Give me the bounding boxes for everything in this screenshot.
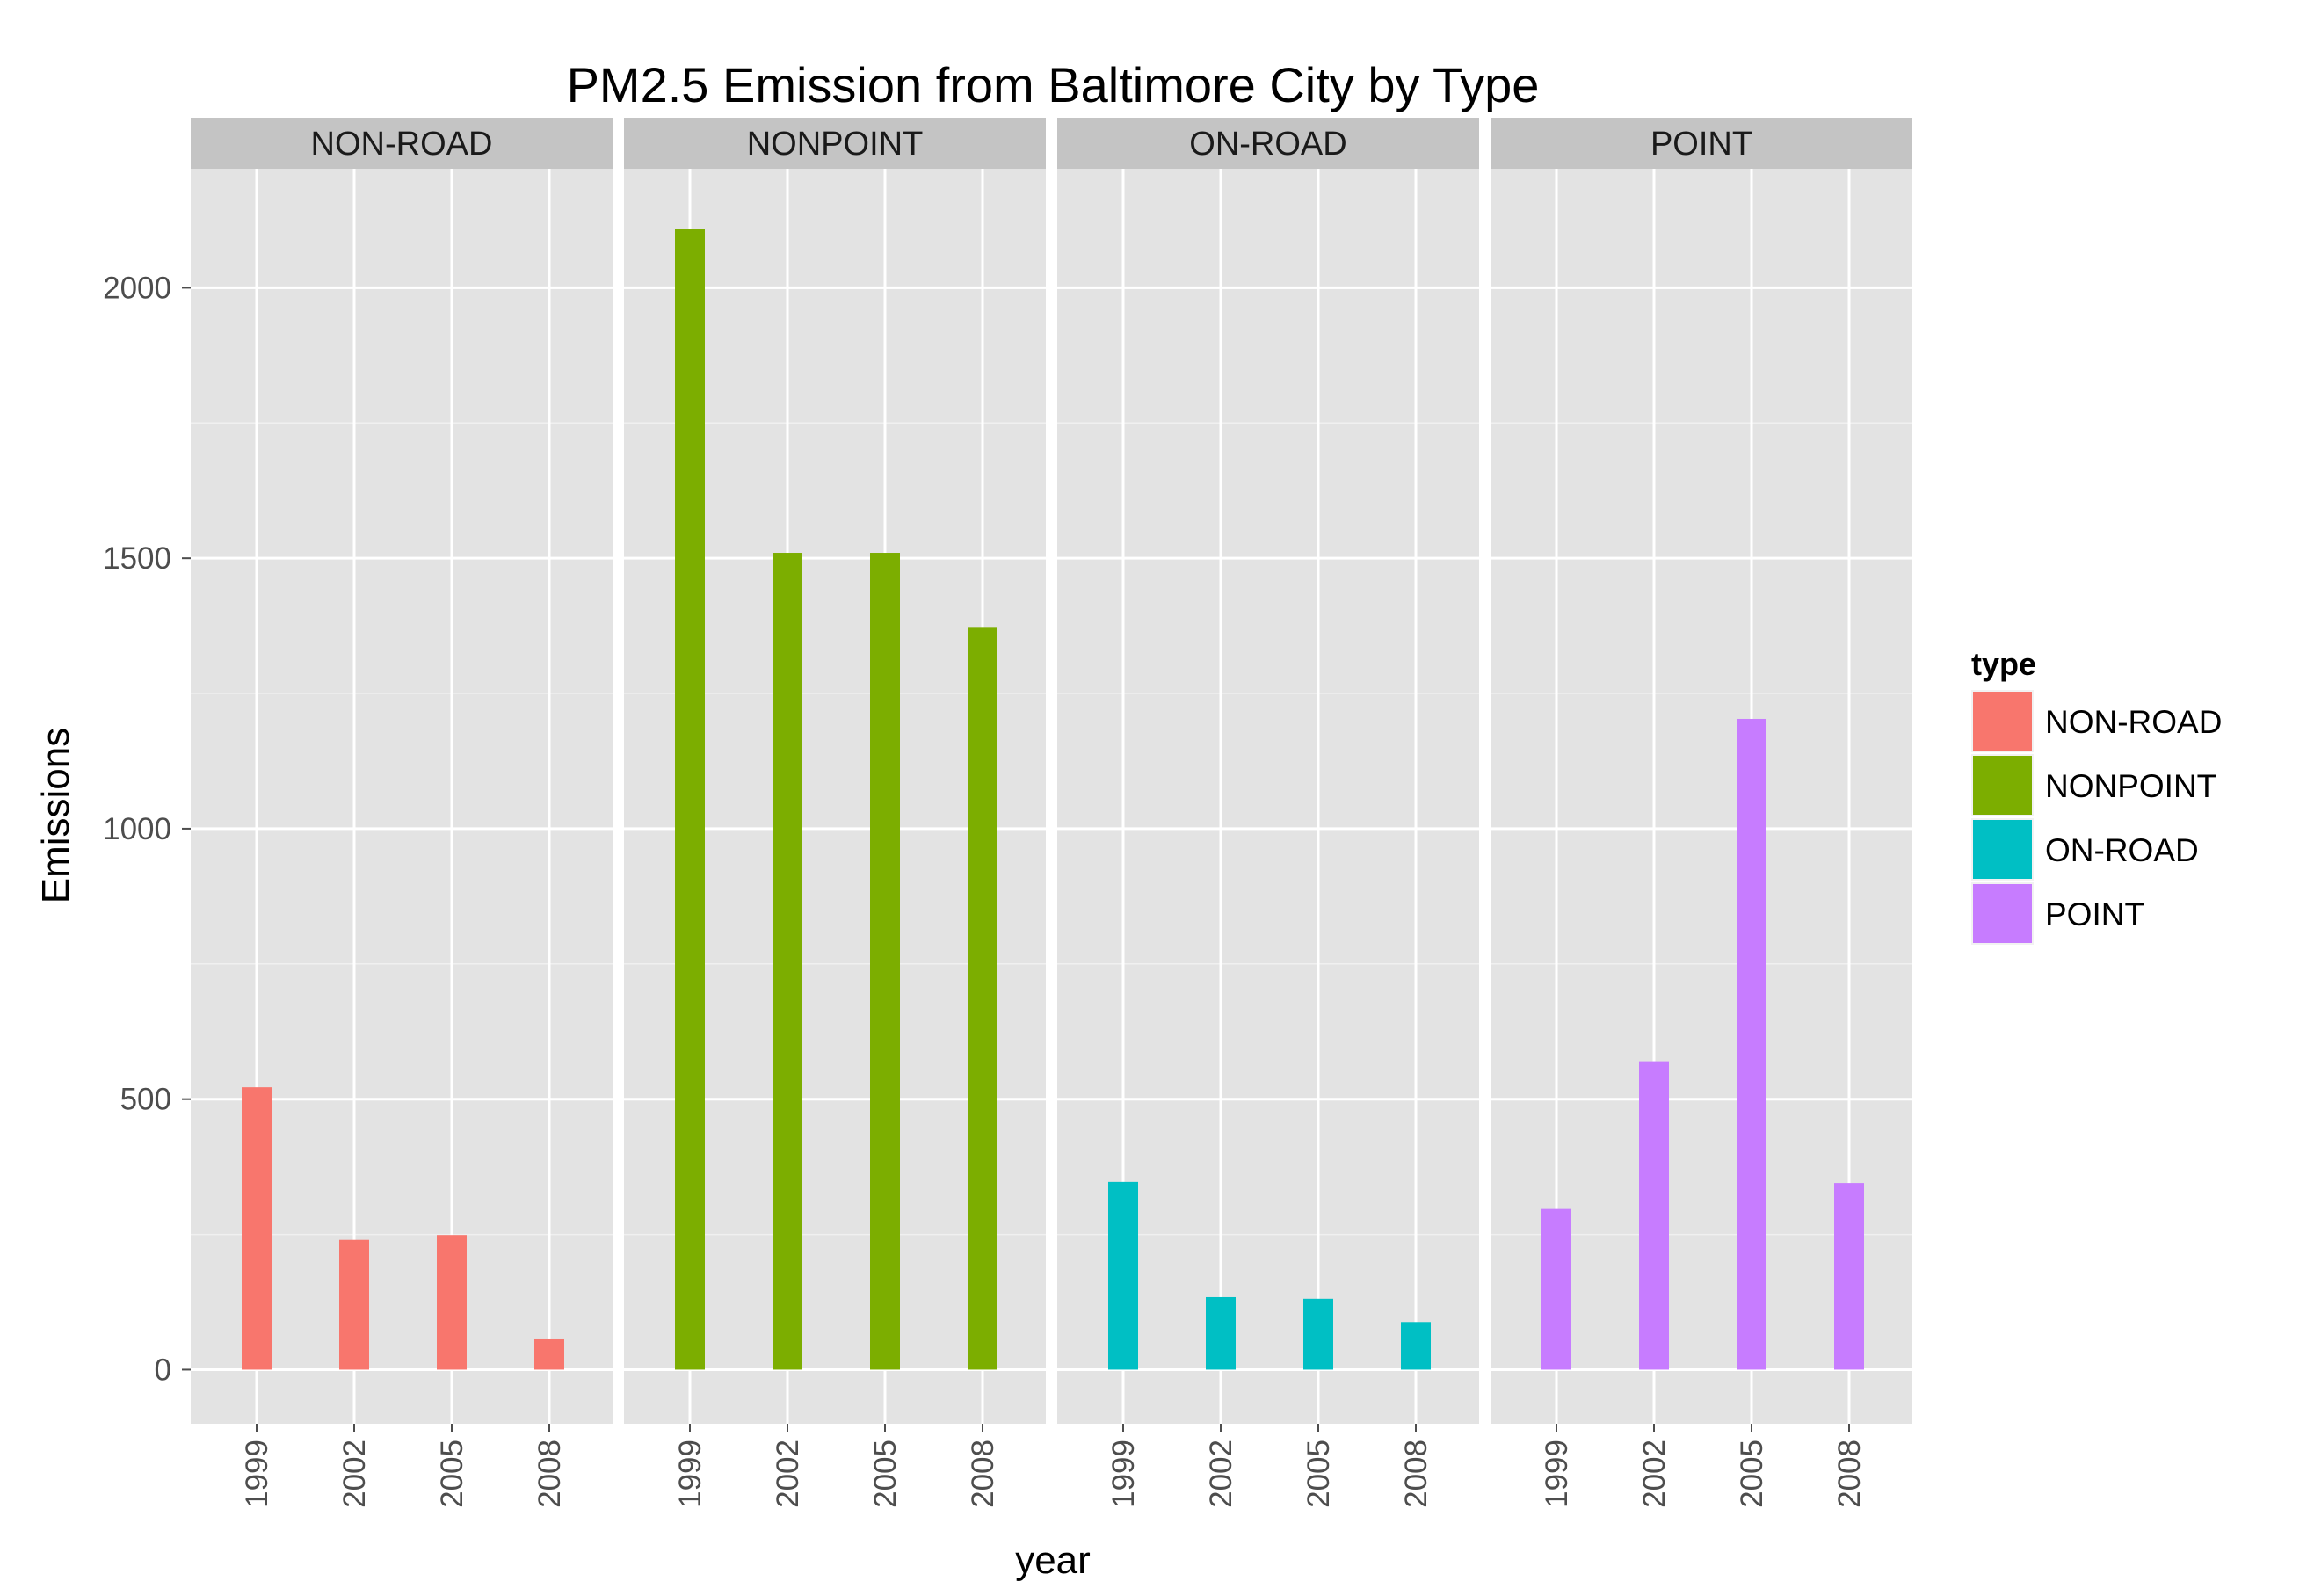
y-tick-label: 1500 [103, 541, 171, 576]
x-tick-label: 1999 [673, 1440, 707, 1508]
legend-label: POINT [2045, 896, 2144, 932]
chart-title: PM2.5 Emission from Baltimore City by Ty… [567, 57, 1540, 112]
bar [1206, 1296, 1236, 1370]
bar [339, 1239, 369, 1370]
x-tick-label: 2005 [1302, 1440, 1336, 1508]
x-tick-label: 2008 [1832, 1440, 1867, 1508]
legend-label: NONPOINT [2045, 768, 2216, 804]
bar [437, 1235, 467, 1370]
x-tick-label: 2002 [1204, 1440, 1238, 1508]
bar [870, 553, 900, 1370]
facet-panel: ON-ROAD 1999 2002 2005 2008 [1057, 118, 1479, 1508]
facet-strip [1491, 118, 1912, 169]
x-tick-label: 2002 [1637, 1440, 1672, 1508]
bar [1639, 1061, 1669, 1370]
facet-panels: NON-ROAD 1999 2002 2005 2008 NONPOINT 1999 2002… [191, 118, 1912, 1508]
bar [1737, 718, 1766, 1370]
x-tick-label: 2008 [533, 1440, 567, 1508]
legend-item: POINT [1971, 882, 2144, 945]
legend-item: NONPOINT [1971, 754, 2216, 816]
x-tick-label: 1999 [240, 1440, 274, 1508]
bar [773, 553, 802, 1370]
facet-strip [624, 118, 1046, 169]
facet-panel: NONPOINT 1999 2002 2005 2008 [624, 118, 1046, 1508]
bar [1401, 1322, 1431, 1370]
legend-item: ON-ROAD [1971, 818, 2199, 881]
legend-key [1973, 820, 2032, 879]
x-tick-label: 2005 [1735, 1440, 1769, 1508]
legend-items: NON-ROAD NONPOINT ON-ROAD POINT [1971, 690, 2222, 945]
facet-panel: NON-ROAD 1999 2002 2005 2008 [191, 118, 613, 1508]
y-axis-title: Emissions [34, 728, 77, 904]
legend-key [1973, 884, 2032, 943]
bar [1303, 1298, 1333, 1370]
x-tick-label: 2002 [337, 1440, 372, 1508]
legend-key [1973, 692, 2032, 751]
facet-strip-label: NON-ROAD [311, 126, 493, 163]
x-tick-label: 2008 [1399, 1440, 1433, 1508]
x-tick-label: 2005 [868, 1440, 903, 1508]
bar [675, 229, 705, 1370]
facet-strip-label: NONPOINT [747, 126, 924, 163]
x-tick-label: 2005 [435, 1440, 469, 1508]
legend-label: ON-ROAD [2045, 832, 2199, 868]
bar [1108, 1181, 1138, 1370]
y-axis: 0 500 1000 1500 2000 [103, 271, 191, 1387]
facet-strip-label: POINT [1650, 126, 1752, 163]
x-tick-label: 2002 [771, 1440, 805, 1508]
facet-strip [1057, 118, 1479, 169]
bar [534, 1338, 564, 1370]
legend-key [1973, 756, 2032, 815]
legend: type NON-ROAD NONPOINT ON-ROAD POINT [1971, 646, 2222, 945]
facet-strip-label: ON-ROAD [1189, 126, 1346, 163]
bar [1834, 1183, 1864, 1370]
y-tick-label: 1000 [103, 812, 171, 846]
legend-label: NON-ROAD [2045, 704, 2222, 740]
legend-title: type [1971, 646, 2036, 682]
bar [1541, 1208, 1571, 1370]
x-tick-label: 2008 [966, 1440, 1000, 1508]
y-tick-label: 2000 [103, 271, 171, 305]
y-tick-label: 500 [120, 1083, 171, 1117]
y-tick-label: 0 [155, 1353, 171, 1387]
legend-item: NON-ROAD [1971, 690, 2222, 752]
x-axis-title: year [1015, 1539, 1091, 1582]
facet-strip [191, 118, 613, 169]
x-tick-label: 1999 [1106, 1440, 1141, 1508]
x-tick-label: 1999 [1540, 1440, 1574, 1508]
facet-panel: POINT 1999 2002 2005 2008 [1491, 118, 1912, 1508]
bar [968, 627, 997, 1370]
bar [242, 1087, 272, 1370]
